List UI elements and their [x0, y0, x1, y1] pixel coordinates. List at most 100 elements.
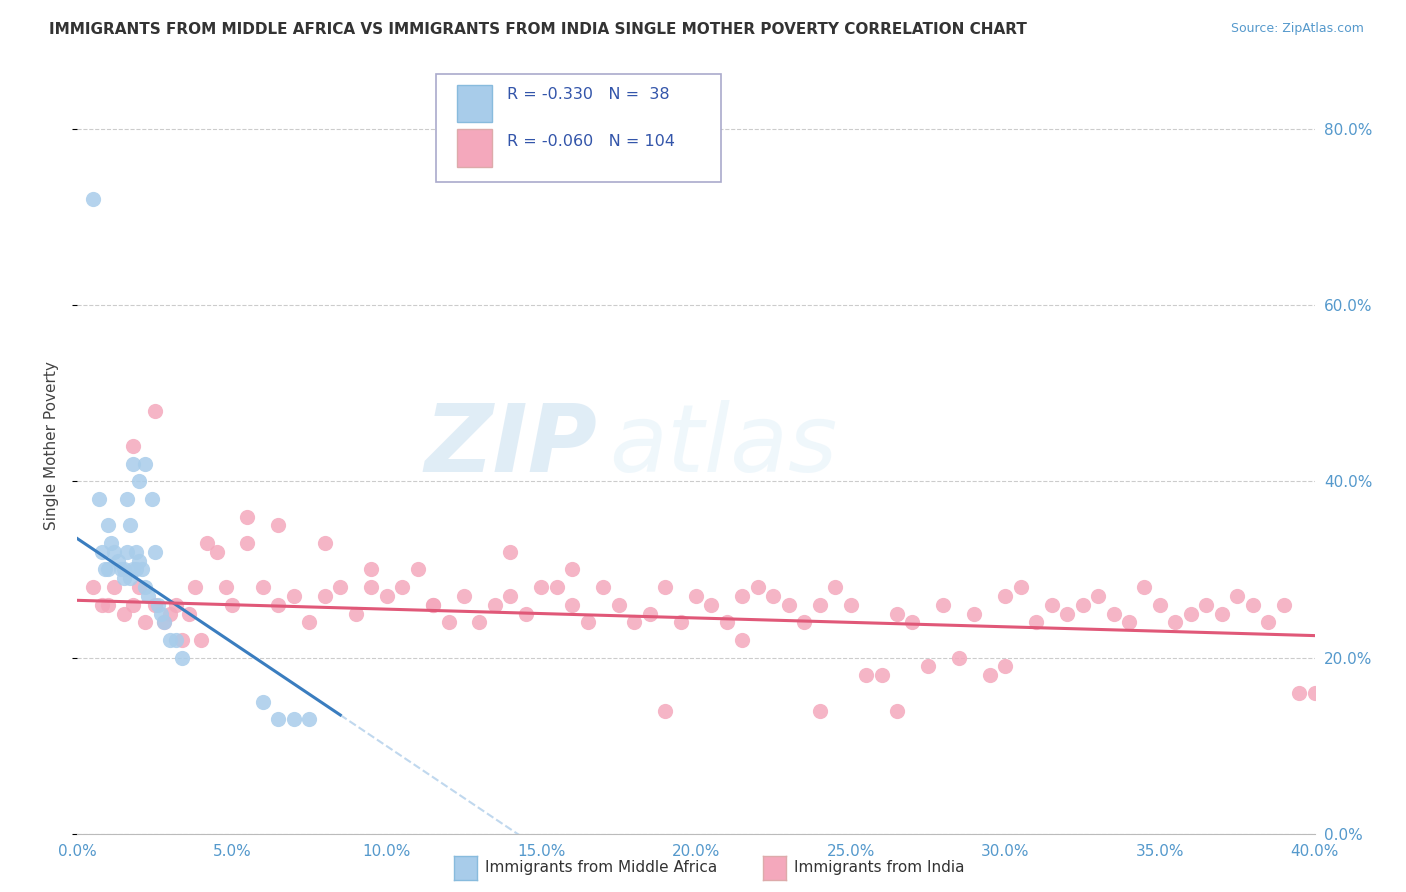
Text: ZIP: ZIP [425, 400, 598, 492]
Point [901, 615, 924, 630]
Point [118, 571, 141, 585]
Point [979, 668, 1001, 682]
Point [283, 712, 305, 726]
Point [499, 545, 522, 559]
Point [700, 598, 723, 612]
Point [654, 704, 676, 718]
Point [138, 589, 160, 603]
Point [97, 562, 120, 576]
Point [886, 704, 908, 718]
Point [267, 518, 290, 533]
Point [143, 403, 166, 417]
Point [125, 562, 148, 576]
Point [1133, 580, 1156, 594]
Point [886, 607, 908, 621]
Point [1180, 607, 1202, 621]
Point [94, 562, 117, 576]
Point [252, 580, 274, 594]
Point [128, 580, 150, 594]
Point [1102, 607, 1125, 621]
Point [1272, 598, 1295, 612]
Point [607, 598, 630, 612]
Point [143, 598, 166, 612]
Point [143, 545, 166, 559]
Point [592, 580, 614, 594]
Point [134, 580, 156, 594]
Text: IMMIGRANTS FROM MIDDLE AFRICA VS IMMIGRANTS FROM INDIA SINGLE MOTHER POVERTY COR: IMMIGRANTS FROM MIDDLE AFRICA VS IMMIGRA… [49, 22, 1028, 37]
Point [97, 598, 120, 612]
Point [1303, 686, 1326, 700]
Point [762, 589, 785, 603]
Point [195, 536, 218, 550]
Point [112, 607, 135, 621]
Point [172, 650, 194, 665]
Point [122, 598, 145, 612]
Point [115, 545, 138, 559]
Point [159, 607, 181, 621]
Point [917, 659, 939, 673]
Point [112, 571, 135, 585]
FancyBboxPatch shape [457, 129, 492, 167]
Point [267, 598, 290, 612]
Point [561, 598, 583, 612]
Point [97, 518, 120, 533]
FancyBboxPatch shape [436, 73, 721, 182]
Point [118, 518, 141, 533]
Point [824, 580, 846, 594]
Point [453, 589, 475, 603]
Point [165, 598, 187, 612]
Point [731, 633, 754, 648]
Point [1195, 598, 1218, 612]
Point [177, 607, 200, 621]
Point [1056, 607, 1078, 621]
Point [205, 545, 228, 559]
Point [125, 545, 148, 559]
Point [1010, 580, 1032, 594]
Point [221, 598, 243, 612]
Point [122, 562, 145, 576]
Point [134, 457, 156, 471]
Point [283, 589, 305, 603]
Point [1040, 598, 1063, 612]
Point [948, 650, 970, 665]
Point [267, 712, 290, 726]
Point [128, 475, 150, 489]
Point [360, 580, 382, 594]
Point [716, 615, 738, 630]
Point [131, 562, 153, 576]
Point [91, 545, 114, 559]
Text: Immigrants from Middle Africa: Immigrants from Middle Africa [485, 860, 717, 874]
Point [638, 607, 661, 621]
Point [422, 598, 444, 612]
Point [165, 633, 187, 648]
Point [1087, 589, 1109, 603]
Point [406, 562, 429, 576]
Point [87, 491, 110, 506]
Point [1025, 615, 1047, 630]
Point [561, 562, 583, 576]
Point [793, 615, 815, 630]
Text: Immigrants from India: Immigrants from India [794, 860, 965, 874]
Point [437, 615, 460, 630]
Point [576, 615, 599, 630]
Point [122, 457, 145, 471]
Point [236, 509, 259, 524]
Point [159, 633, 181, 648]
Point [184, 580, 207, 594]
Point [146, 598, 169, 612]
Point [1118, 615, 1140, 630]
Point [1241, 598, 1264, 612]
Point [870, 668, 893, 682]
Point [112, 562, 135, 576]
Point [654, 580, 676, 594]
Point [1257, 615, 1279, 630]
Point [422, 598, 444, 612]
Point [468, 615, 491, 630]
Point [546, 580, 568, 594]
Point [391, 580, 413, 594]
Point [110, 562, 132, 576]
Point [484, 598, 506, 612]
Point [236, 536, 259, 550]
FancyBboxPatch shape [457, 85, 492, 122]
Point [669, 615, 692, 630]
